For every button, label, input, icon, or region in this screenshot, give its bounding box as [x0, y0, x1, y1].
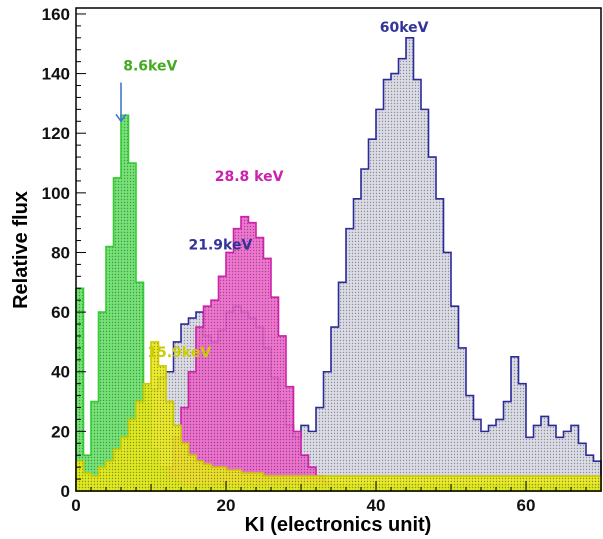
axes: 0 20 40 60 0 20 40 60 80 100 120 140 160 60keV 28.8 ke…	[42, 5, 602, 515]
y-tick-label: 100	[42, 184, 70, 203]
y-axis-title: Relative flux	[10, 191, 32, 309]
y-tick-label: 20	[51, 422, 70, 441]
x-axis-title: KI (electronics unit)	[245, 514, 432, 536]
y-tick-label: 120	[42, 124, 70, 143]
plot-area	[75, 37, 602, 492]
annotation-8-6kev: 8.6keV	[123, 59, 177, 75]
x-tick-label: 20	[217, 496, 236, 515]
x-tick-label: 40	[367, 496, 386, 515]
y-tick-label: 60	[51, 303, 70, 322]
annotation-28-8-kev: 28.8 keV	[215, 169, 284, 185]
y-tick-label: 140	[42, 65, 70, 84]
histogram-outline	[75, 341, 602, 492]
y-tick-label: 80	[51, 243, 70, 262]
y-tick-label: 160	[42, 5, 70, 24]
annotation-60kev: 60keV	[380, 20, 429, 36]
peak-arrow	[115, 82, 127, 123]
annotation-15-9kev: 15.9keV	[147, 345, 211, 361]
plot-frame	[75, 7, 602, 492]
x-tick-label: 0	[71, 496, 80, 515]
x-tick-label: 60	[517, 496, 536, 515]
y-tick-label: 0	[61, 482, 70, 501]
y-tick-label: 40	[51, 363, 70, 382]
annotation-21-9kev: 21.9keV	[189, 238, 253, 254]
series-15-9kev	[75, 341, 602, 492]
